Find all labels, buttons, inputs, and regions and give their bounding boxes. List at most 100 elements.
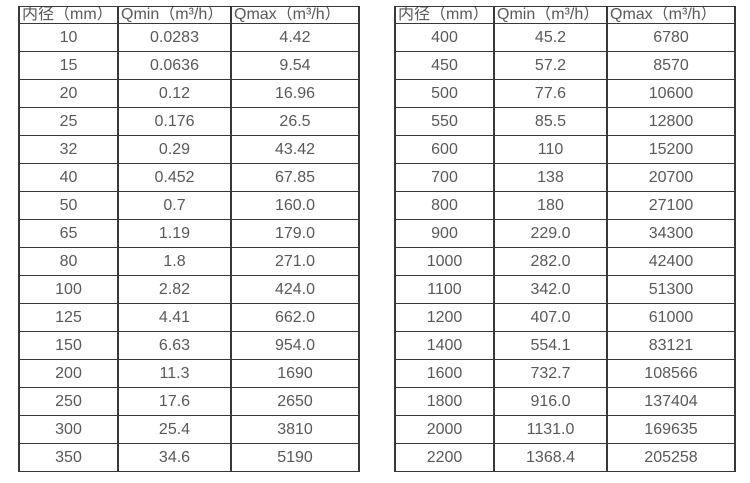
table-cell: 1368.4 [493, 443, 608, 472]
table-row: 300 25.4 3810 [18, 415, 360, 444]
table-cell: 61000 [606, 303, 736, 332]
table-cell: 125 [18, 303, 119, 332]
table-row: 80 1.8 271.0 [18, 247, 360, 276]
table-row: 1400 554.1 83121 [394, 331, 736, 360]
table-cell: 12800 [606, 107, 736, 136]
table-cell: 1100 [394, 275, 495, 304]
table-row: 125 4.41 662.0 [18, 303, 360, 332]
table-row: 10 0.0283 4.42 [18, 23, 360, 52]
table-cell: 50 [18, 191, 119, 220]
table-cell: 400 [394, 23, 495, 52]
table-cell: 27100 [606, 191, 736, 220]
table-cell: 10600 [606, 79, 736, 108]
table-cell: 5190 [230, 443, 360, 472]
table-row: 1000 282.0 42400 [394, 247, 736, 276]
table-cell: 424.0 [230, 275, 360, 304]
table-cell: 6.63 [117, 331, 232, 360]
table-cell: 450 [394, 51, 495, 80]
table-row: 40 0.452 67.85 [18, 163, 360, 192]
table-cell: 34.6 [117, 443, 232, 472]
table-cell: 2200 [394, 443, 495, 472]
table-cell: 200 [18, 359, 119, 388]
table-cell: 11.3 [117, 359, 232, 388]
table-cell: 2000 [394, 415, 495, 444]
table-cell: 67.85 [230, 163, 360, 192]
table-cell: 179.0 [230, 219, 360, 248]
table-cell: 954.0 [230, 331, 360, 360]
table-cell: 137404 [606, 387, 736, 416]
table-cell: 662.0 [230, 303, 360, 332]
table-cell: 100 [18, 275, 119, 304]
table-row: 400 45.2 6780 [394, 23, 736, 52]
table-row: 32 0.29 43.42 [18, 135, 360, 164]
table-cell: 9.54 [230, 51, 360, 80]
table-cell: 4.41 [117, 303, 232, 332]
table-cell: 8570 [606, 51, 736, 80]
table-row: 65 1.19 179.0 [18, 219, 360, 248]
table-cell: 0.12 [117, 79, 232, 108]
flow-rate-table-right: 内径（mm） Qmin（m³/h） Qmax（m³/h） 400 45.2 6780… [394, 6, 736, 472]
table-cell: 0.29 [117, 135, 232, 164]
table-cell: 26.5 [230, 107, 360, 136]
table-row: 350 34.6 5190 [18, 443, 360, 472]
table-cell: 85.5 [493, 107, 608, 136]
table-row: 600 110 15200 [394, 135, 736, 164]
table-cell: 600 [394, 135, 495, 164]
table-row: 200 11.3 1690 [18, 359, 360, 388]
table-cell: 916.0 [493, 387, 608, 416]
table-cell: 554.1 [493, 331, 608, 360]
header-qmin: Qmin（m³/h） [493, 6, 608, 24]
table-cell: 15 [18, 51, 119, 80]
table-header-row: 内径（mm） Qmin（m³/h） Qmax（m³/h） [394, 6, 736, 24]
table-cell: 65 [18, 219, 119, 248]
table-row: 450 57.2 8570 [394, 51, 736, 80]
table-cell: 1400 [394, 331, 495, 360]
table-cell: 900 [394, 219, 495, 248]
table-row: 150 6.63 954.0 [18, 331, 360, 360]
table-cell: 1200 [394, 303, 495, 332]
table-cell: 1000 [394, 247, 495, 276]
table-row: 20 0.12 16.96 [18, 79, 360, 108]
table-cell: 732.7 [493, 359, 608, 388]
table-cell: 800 [394, 191, 495, 220]
table-cell: 271.0 [230, 247, 360, 276]
table-cell: 0.452 [117, 163, 232, 192]
table-row: 15 0.0636 9.54 [18, 51, 360, 80]
flow-rate-table-left: 内径（mm） Qmin（m³/h） Qmax（m³/h） 10 0.0283 4.4… [18, 6, 360, 472]
table-cell: 138 [493, 163, 608, 192]
table-cell: 43.42 [230, 135, 360, 164]
table-row: 800 180 27100 [394, 191, 736, 220]
table-cell: 0.7 [117, 191, 232, 220]
table-row: 50 0.7 160.0 [18, 191, 360, 220]
table-cell: 205258 [606, 443, 736, 472]
header-qmax: Qmax（m³/h） [230, 6, 360, 24]
table-cell: 250 [18, 387, 119, 416]
table-cell: 110 [493, 135, 608, 164]
table-cell: 16.96 [230, 79, 360, 108]
table-row: 700 138 20700 [394, 163, 736, 192]
table-cell: 180 [493, 191, 608, 220]
header-inner-diameter: 内径（mm） [394, 6, 495, 24]
table-cell: 1.19 [117, 219, 232, 248]
table-row: 100 2.82 424.0 [18, 275, 360, 304]
table-cell: 1131.0 [493, 415, 608, 444]
table-row: 250 17.6 2650 [18, 387, 360, 416]
header-qmax: Qmax（m³/h） [606, 6, 736, 24]
table-cell: 42400 [606, 247, 736, 276]
table-cell: 350 [18, 443, 119, 472]
table-cell: 20700 [606, 163, 736, 192]
table-cell: 1800 [394, 387, 495, 416]
table-row: 1600 732.7 108566 [394, 359, 736, 388]
table-cell: 40 [18, 163, 119, 192]
table-row: 1100 342.0 51300 [394, 275, 736, 304]
tables-container: 内径（mm） Qmin（m³/h） Qmax（m³/h） 10 0.0283 4.4… [18, 6, 736, 472]
table-header-row: 内径（mm） Qmin（m³/h） Qmax（m³/h） [18, 6, 360, 24]
table-row: 2200 1368.4 205258 [394, 443, 736, 472]
table-cell: 160.0 [230, 191, 360, 220]
table-cell: 83121 [606, 331, 736, 360]
table-cell: 0.176 [117, 107, 232, 136]
table-cell: 550 [394, 107, 495, 136]
table-cell: 300 [18, 415, 119, 444]
table-row: 1800 916.0 137404 [394, 387, 736, 416]
